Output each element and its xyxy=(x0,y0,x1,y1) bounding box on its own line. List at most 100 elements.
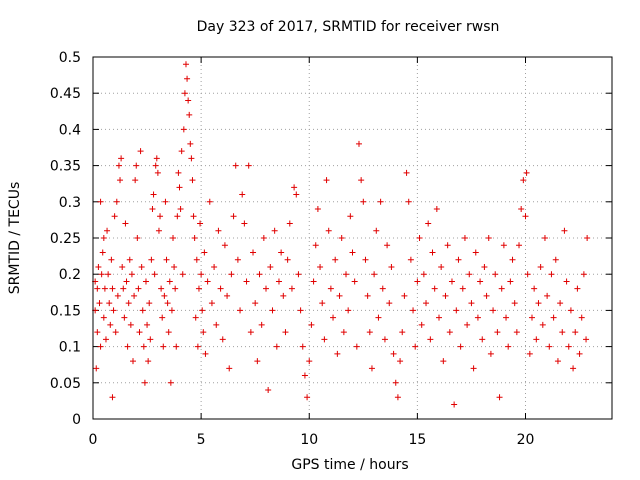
data-point xyxy=(147,336,154,343)
data-point xyxy=(100,235,107,241)
data-point xyxy=(574,285,581,292)
x-axis-label: GPS time / hours xyxy=(291,457,408,473)
data-point xyxy=(442,292,449,299)
data-point xyxy=(195,285,202,292)
data-point xyxy=(531,285,538,292)
data-point xyxy=(166,278,173,285)
data-point xyxy=(105,271,112,278)
data-point xyxy=(535,300,542,307)
data-point xyxy=(228,271,235,278)
data-point xyxy=(472,249,479,256)
data-point xyxy=(353,343,360,350)
data-point xyxy=(375,314,382,321)
data-point xyxy=(202,350,209,357)
data-point xyxy=(121,314,128,321)
x-tick-label: 0 xyxy=(89,432,98,448)
data-point xyxy=(523,169,530,176)
data-point xyxy=(516,242,523,249)
data-point xyxy=(135,285,142,292)
data-point xyxy=(97,343,104,350)
data-point xyxy=(163,256,170,263)
data-point xyxy=(513,329,520,336)
data-point xyxy=(241,220,248,227)
data-point xyxy=(522,213,529,220)
data-point xyxy=(144,321,151,328)
data-point xyxy=(420,271,427,278)
data-point xyxy=(168,307,175,314)
data-point xyxy=(165,329,172,336)
data-point xyxy=(330,314,337,321)
data-point xyxy=(157,213,164,220)
data-point xyxy=(161,292,168,299)
data-point xyxy=(102,336,109,343)
data-point xyxy=(301,372,308,379)
data-point xyxy=(308,321,315,328)
data-point xyxy=(295,271,302,278)
data-point xyxy=(518,206,525,213)
data-point xyxy=(440,358,447,365)
data-point xyxy=(172,285,179,292)
data-point xyxy=(96,300,103,307)
data-point xyxy=(405,198,412,205)
data-point xyxy=(338,235,345,241)
data-point xyxy=(286,220,293,227)
data-point xyxy=(179,271,186,278)
data-point xyxy=(325,227,332,234)
data-point xyxy=(150,191,157,198)
data-point xyxy=(115,162,122,169)
data-point xyxy=(117,177,124,184)
data-point xyxy=(213,321,220,328)
data-point xyxy=(247,329,254,336)
data-point xyxy=(312,242,319,249)
data-point xyxy=(106,300,113,307)
data-point xyxy=(120,285,127,292)
data-point xyxy=(155,227,162,234)
y-tick-label: 0.35 xyxy=(50,159,81,175)
data-point xyxy=(167,379,174,386)
data-point xyxy=(122,220,129,227)
data-point xyxy=(355,140,362,147)
data-point xyxy=(130,358,137,365)
data-point xyxy=(584,235,591,241)
data-point xyxy=(208,300,215,307)
data-point xyxy=(221,242,228,249)
data-point xyxy=(427,336,434,343)
data-point xyxy=(494,329,501,336)
data-point xyxy=(412,343,419,350)
data-point xyxy=(194,343,201,350)
data-point xyxy=(258,321,265,328)
data-point xyxy=(477,278,484,285)
data-point xyxy=(399,329,406,336)
data-point xyxy=(544,292,551,299)
data-point xyxy=(123,278,130,285)
data-point xyxy=(192,314,199,321)
data-point xyxy=(114,292,121,299)
data-point xyxy=(314,206,321,213)
data-point xyxy=(98,271,105,278)
data-point xyxy=(234,256,241,263)
data-point xyxy=(310,278,317,285)
data-point xyxy=(371,271,378,278)
data-point xyxy=(347,213,354,220)
data-point xyxy=(570,365,577,372)
data-point xyxy=(230,213,237,220)
data-point xyxy=(158,285,165,292)
data-point xyxy=(199,307,206,314)
data-point xyxy=(124,343,131,350)
data-point xyxy=(200,329,207,336)
data-point xyxy=(509,256,516,263)
data-point xyxy=(254,358,261,365)
data-point xyxy=(557,300,564,307)
data-point xyxy=(390,350,397,357)
data-point xyxy=(407,256,414,263)
data-point xyxy=(256,271,263,278)
data-point xyxy=(373,227,380,234)
data-point xyxy=(184,75,191,82)
data-point xyxy=(153,155,160,162)
data-point xyxy=(423,300,430,307)
data-point xyxy=(379,285,386,292)
data-point xyxy=(109,394,116,401)
x-tick-labels: 0 5 10 15 20 xyxy=(89,432,535,448)
data-point xyxy=(125,300,132,307)
